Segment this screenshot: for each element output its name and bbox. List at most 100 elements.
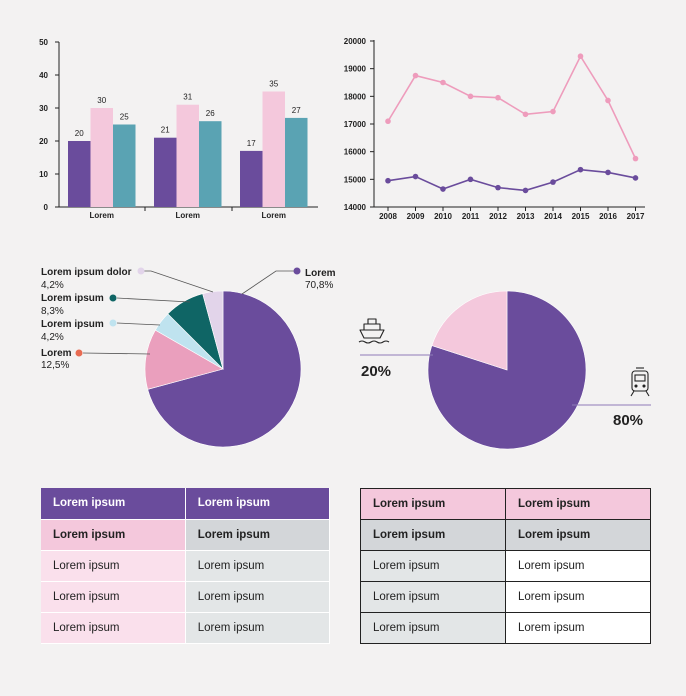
table-row: Lorem ipsum Lorem ipsum <box>360 550 651 582</box>
pie-chart-2: 20% 80% <box>358 290 651 450</box>
line-point <box>577 53 584 60</box>
line-point <box>385 177 391 184</box>
pie2-value-ship: 20% <box>361 363 391 380</box>
line-x-tick-label: 2013 <box>517 212 535 221</box>
pie1-value-1: 70,8% <box>305 280 333 291</box>
line-y-tick-label: 17000 <box>344 120 367 129</box>
pie2-value-train: 80% <box>613 412 643 429</box>
line-x-tick-label: 2016 <box>599 212 617 221</box>
table-header-row: Lorem ipsum Lorem ipsum <box>360 488 651 520</box>
line-point <box>577 166 584 173</box>
bar <box>176 104 199 207</box>
bar-y-tick-label: 40 <box>39 71 48 80</box>
line-y-tick-label: 14000 <box>344 203 367 212</box>
pie1-label-5: Lorem ipsum dolor <box>41 267 132 278</box>
bar-value-label: 25 <box>120 113 129 122</box>
pie1-value-5: 4,2% <box>41 280 64 291</box>
table-cell: Lorem ipsum <box>505 550 651 582</box>
bar-value-label: 31 <box>183 93 192 102</box>
table-header-cell: Lorem ipsum <box>41 488 186 520</box>
table-cell: Lorem ipsum <box>360 581 506 613</box>
pie-chart-1: Lorem 70,8% Lorem ipsum dolor 4,2% Lorem… <box>41 267 336 448</box>
line-x-axis: 2008 2009 2010 2011 2012 2013 2014 2015 2016 2017 <box>379 207 645 221</box>
table-subheader-cell: Lorem ipsum <box>505 519 651 551</box>
table-subheader-cell: Lorem ipsum <box>360 519 506 551</box>
line-y-tick-label: 15000 <box>344 175 367 184</box>
table-header-cell: Lorem ipsum <box>185 488 331 520</box>
line-x-tick-label: 2011 <box>462 212 480 221</box>
line-point <box>412 72 419 79</box>
ship-icon <box>358 318 390 344</box>
bar-y-tick-label: 0 <box>44 203 49 212</box>
pie1-label-2: Lorem <box>41 348 72 359</box>
line-series <box>385 53 639 194</box>
table-subheader-cell: Lorem ipsum <box>41 519 186 551</box>
bar-y-tick-label: 30 <box>39 104 48 113</box>
table-right: Lorem ipsum Lorem ipsum Lorem ipsum Lore… <box>360 488 651 644</box>
table-row: Lorem ipsum Lorem ipsum <box>41 581 331 613</box>
bar-y-tick-label: 20 <box>39 137 48 146</box>
line-point <box>550 108 556 115</box>
line-x-tick-label: 2017 <box>627 212 645 221</box>
line-point <box>467 176 474 183</box>
table-row: Lorem ipsum Lorem ipsum <box>41 612 331 644</box>
bar-y-axis: 0 10 20 30 40 50 <box>39 38 59 212</box>
bar-value-label: 26 <box>206 109 215 118</box>
table-cell: Lorem ipsum <box>185 612 331 644</box>
table-header-cell: Lorem ipsum <box>360 488 506 520</box>
bar-y-tick-label: 10 <box>39 170 48 179</box>
table-cell: Lorem ipsum <box>41 550 186 582</box>
table-row: Lorem ipsum Lorem ipsum <box>41 550 331 582</box>
line-point <box>495 184 501 191</box>
line-point <box>467 93 474 100</box>
pie1-dot-ipsum-dolor <box>137 267 145 275</box>
pie1-label-4: Lorem ipsum <box>41 293 104 304</box>
line-series-pink <box>387 54 637 159</box>
pie2-slice <box>431 290 508 371</box>
bar <box>154 137 177 207</box>
bar <box>199 121 222 207</box>
line-y-axis: 14000 15000 16000 17000 18000 19000 20000 <box>344 37 374 212</box>
line-point <box>440 79 446 86</box>
pie1-label-3: Lorem ipsum <box>41 319 104 330</box>
pie1-slice <box>147 290 302 448</box>
table-cell: Lorem ipsum <box>41 581 186 613</box>
line-x-tick-label: 2015 <box>572 212 590 221</box>
bar-value-label: 30 <box>97 96 106 105</box>
line-x-tick-label: 2014 <box>544 212 562 221</box>
line-point <box>385 118 391 125</box>
bar-value-label: 35 <box>269 80 278 89</box>
line-y-tick-label: 19000 <box>344 65 367 74</box>
line-x-tick-label: 2010 <box>434 212 452 221</box>
pie1-dot-ipsum-2 <box>109 294 117 302</box>
line-point <box>605 97 611 104</box>
pie1-slices <box>144 290 302 448</box>
line-y-tick-label: 18000 <box>344 92 367 101</box>
table-row: Lorem ipsum Lorem ipsum <box>360 581 651 613</box>
line-y-tick-label: 20000 <box>344 37 367 46</box>
line-point <box>522 111 529 118</box>
table-cell: Lorem ipsum <box>360 550 506 582</box>
pie1-dot-lorem-2 <box>75 349 83 357</box>
table-cell: Lorem ipsum <box>41 612 186 644</box>
table-cell: Lorem ipsum <box>185 550 331 582</box>
train-icon <box>630 367 650 397</box>
line-series-purple <box>387 168 636 192</box>
bar <box>240 150 263 207</box>
table-header-cell: Lorem ipsum <box>505 488 651 520</box>
table-cell: Lorem ipsum <box>360 612 506 644</box>
table-subheader-row: Lorem ipsum Lorem ipsum <box>360 519 651 551</box>
line-x-tick-label: 2008 <box>379 212 397 221</box>
table-header-row: Lorem ipsum Lorem ipsum <box>41 488 331 520</box>
bar <box>285 117 308 207</box>
line-point <box>632 155 639 162</box>
line-y-tick-label: 16000 <box>344 148 367 157</box>
table-cell: Lorem ipsum <box>505 612 651 644</box>
line-point <box>495 94 501 101</box>
bar-x-axis: Lorem Lorem Lorem <box>90 207 286 220</box>
line-point <box>522 187 529 194</box>
table-cell: Lorem ipsum <box>185 581 331 613</box>
bar <box>113 124 136 207</box>
